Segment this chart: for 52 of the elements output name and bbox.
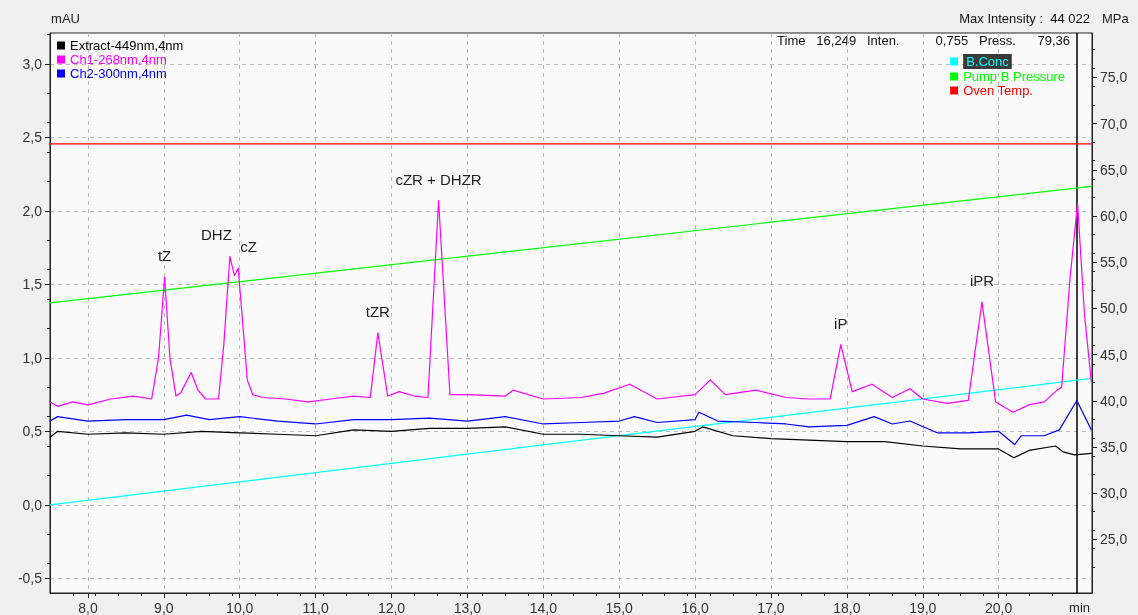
y-tick-label: 0,0 bbox=[22, 496, 43, 513]
x-axis-title: min bbox=[1069, 600, 1091, 615]
y2-tick-label: 50,0 bbox=[1100, 300, 1128, 317]
x-tick-label: 19,0 bbox=[909, 600, 937, 615]
y2-tick-label: 25,0 bbox=[1100, 531, 1128, 548]
legend-label: Oven Temp. bbox=[963, 83, 1033, 98]
x-tick-label: 16,0 bbox=[681, 600, 709, 615]
annotation: Time 16,249 Inten. 0,755 Press. 79,36 bbox=[777, 33, 1071, 48]
y-tick-label: -0,5 bbox=[17, 570, 43, 587]
y-tick-label: 0,5 bbox=[22, 423, 43, 440]
x-tick-label: 13,0 bbox=[453, 600, 482, 615]
y2-tick-label: 65,0 bbox=[1100, 161, 1128, 178]
y2-tick-label: 60,0 bbox=[1100, 207, 1128, 224]
x-tick-label: 12,0 bbox=[377, 600, 406, 615]
legend-label: B.Conc bbox=[966, 54, 1010, 69]
annotation: DHZ bbox=[201, 226, 232, 244]
y2-tick-label: 70,0 bbox=[1100, 115, 1128, 132]
y-tick-label: 1,5 bbox=[22, 276, 43, 293]
y2-tick-label: 75,0 bbox=[1100, 69, 1128, 86]
x-tick-label: 18,0 bbox=[833, 600, 861, 615]
legend-label: Ch1-268nm,4nm bbox=[70, 52, 167, 67]
y2-tick-label: 45,0 bbox=[1100, 346, 1128, 363]
line-series bbox=[49, 399, 1092, 446]
line-series bbox=[49, 199, 1092, 413]
x-tick-label: 8,0 bbox=[78, 600, 98, 615]
x-tick-label: 11,0 bbox=[302, 600, 329, 615]
x-tick-label: 10,0 bbox=[226, 600, 254, 615]
y2-tick-label: 30,0 bbox=[1100, 485, 1128, 502]
annotation: tZR bbox=[365, 302, 391, 320]
text: Max Intensity : 44 022 bbox=[959, 11, 1090, 26]
legend-label: Extract-449nm,4nm bbox=[70, 38, 184, 53]
y-tick-label: 3,0 bbox=[22, 55, 43, 72]
y-axis-title: mAU bbox=[51, 11, 80, 26]
y2-tick-label: 35,0 bbox=[1100, 438, 1128, 455]
y-tick-label: 2,0 bbox=[22, 202, 43, 219]
y-tick-label: 1,0 bbox=[22, 349, 43, 366]
annotation: cZR + DHZR bbox=[395, 170, 482, 188]
annotation: cZ bbox=[240, 238, 257, 256]
x-tick-label: 17,0 bbox=[757, 600, 785, 615]
annotation: iP bbox=[834, 314, 848, 332]
x-tick-label: 15,0 bbox=[605, 600, 634, 615]
y-tick-label: 2,5 bbox=[22, 129, 43, 146]
x-tick-label: 9,0 bbox=[154, 600, 174, 615]
x-tick-label: 20,0 bbox=[985, 600, 1013, 615]
annotation: tZ bbox=[157, 246, 172, 264]
legend-label: Ch2-300nm,4nm bbox=[70, 66, 167, 81]
y2-tick-label: 40,0 bbox=[1100, 392, 1128, 409]
annotation: iPR bbox=[969, 271, 995, 289]
legend-label: Pump B Pressure bbox=[963, 69, 1065, 84]
y2-axis-title: MPa bbox=[1102, 11, 1130, 26]
y2-tick-label: 55,0 bbox=[1100, 254, 1128, 271]
x-tick-label: 14,0 bbox=[529, 600, 558, 615]
